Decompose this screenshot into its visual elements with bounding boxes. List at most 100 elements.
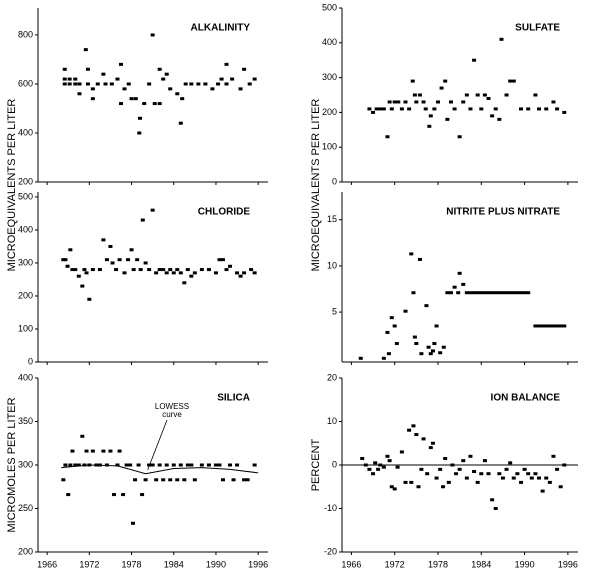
point xyxy=(147,463,152,467)
point xyxy=(157,463,162,467)
point xyxy=(252,463,257,467)
point xyxy=(518,107,523,111)
point xyxy=(414,342,419,346)
point xyxy=(439,86,444,90)
point xyxy=(73,268,78,272)
point xyxy=(135,258,140,262)
point xyxy=(427,124,432,128)
point xyxy=(544,107,549,111)
point xyxy=(196,82,201,86)
point xyxy=(423,107,428,111)
y-tick-label: -10 xyxy=(324,503,337,513)
y-tick-label: 100 xyxy=(18,323,33,333)
point xyxy=(76,274,81,278)
point xyxy=(500,291,505,295)
y-tick-label: 200 xyxy=(18,546,33,556)
y-tick-label: 400 xyxy=(322,37,337,47)
point xyxy=(428,446,433,450)
y-tick-label: 0 xyxy=(332,176,337,186)
point xyxy=(228,264,233,268)
point xyxy=(217,258,222,262)
point xyxy=(461,459,466,463)
point xyxy=(392,487,397,491)
point xyxy=(61,258,66,262)
point xyxy=(414,100,419,104)
point xyxy=(118,62,123,66)
point xyxy=(147,268,152,272)
point xyxy=(558,324,563,328)
point xyxy=(482,291,487,295)
y-axis-label: MICROMOLES PER LITER xyxy=(6,397,18,532)
point xyxy=(497,472,502,476)
point xyxy=(224,268,229,272)
point xyxy=(90,449,95,453)
point xyxy=(414,433,419,437)
point xyxy=(412,335,417,339)
point xyxy=(547,480,552,484)
point xyxy=(389,485,394,489)
point xyxy=(62,82,67,86)
y-tick-label: 500 xyxy=(18,191,33,201)
point xyxy=(242,67,247,71)
point xyxy=(175,268,180,272)
point xyxy=(392,100,397,104)
point xyxy=(389,107,394,111)
point xyxy=(416,485,421,489)
point xyxy=(63,258,68,262)
point xyxy=(360,456,365,460)
point xyxy=(140,493,145,497)
x-tick-label: 1984 xyxy=(164,559,184,569)
point xyxy=(428,114,433,118)
point xyxy=(363,463,368,467)
point xyxy=(395,465,400,469)
point xyxy=(399,107,404,111)
point xyxy=(171,463,176,467)
y-tick-label: 100 xyxy=(322,142,337,152)
point xyxy=(161,77,166,81)
point xyxy=(464,93,469,97)
point xyxy=(511,79,516,83)
y-tick-label: 20 xyxy=(327,372,337,382)
point xyxy=(410,79,415,83)
point xyxy=(77,82,82,86)
point xyxy=(452,285,457,289)
x-tick-label: 1978 xyxy=(122,559,142,569)
point xyxy=(456,291,461,295)
point xyxy=(426,345,431,349)
point xyxy=(103,82,108,86)
point xyxy=(371,110,376,114)
point xyxy=(154,478,159,482)
point xyxy=(472,470,477,474)
point xyxy=(130,521,135,525)
point xyxy=(164,463,169,467)
point xyxy=(67,77,72,81)
point xyxy=(378,463,383,467)
point xyxy=(108,449,113,453)
point xyxy=(126,82,131,86)
point xyxy=(230,77,235,81)
point xyxy=(175,92,180,96)
point xyxy=(109,82,114,86)
point xyxy=(472,58,477,62)
point xyxy=(231,478,236,482)
point xyxy=(500,476,505,480)
point xyxy=(97,463,102,467)
point xyxy=(95,82,100,86)
point xyxy=(490,498,495,502)
point xyxy=(419,467,424,471)
point xyxy=(150,463,155,467)
point xyxy=(83,48,88,52)
point xyxy=(138,268,143,272)
point xyxy=(77,92,82,96)
point xyxy=(434,476,439,480)
point xyxy=(457,135,462,139)
y-tick-label: 400 xyxy=(18,127,33,137)
point xyxy=(526,107,531,111)
panel-title: NITRITE PLUS NITRATE xyxy=(446,207,560,218)
point xyxy=(199,463,204,467)
point xyxy=(90,87,95,91)
y-tick-label: 0 xyxy=(332,459,337,469)
point xyxy=(245,478,250,482)
x-tick-label: 1978 xyxy=(428,559,448,569)
